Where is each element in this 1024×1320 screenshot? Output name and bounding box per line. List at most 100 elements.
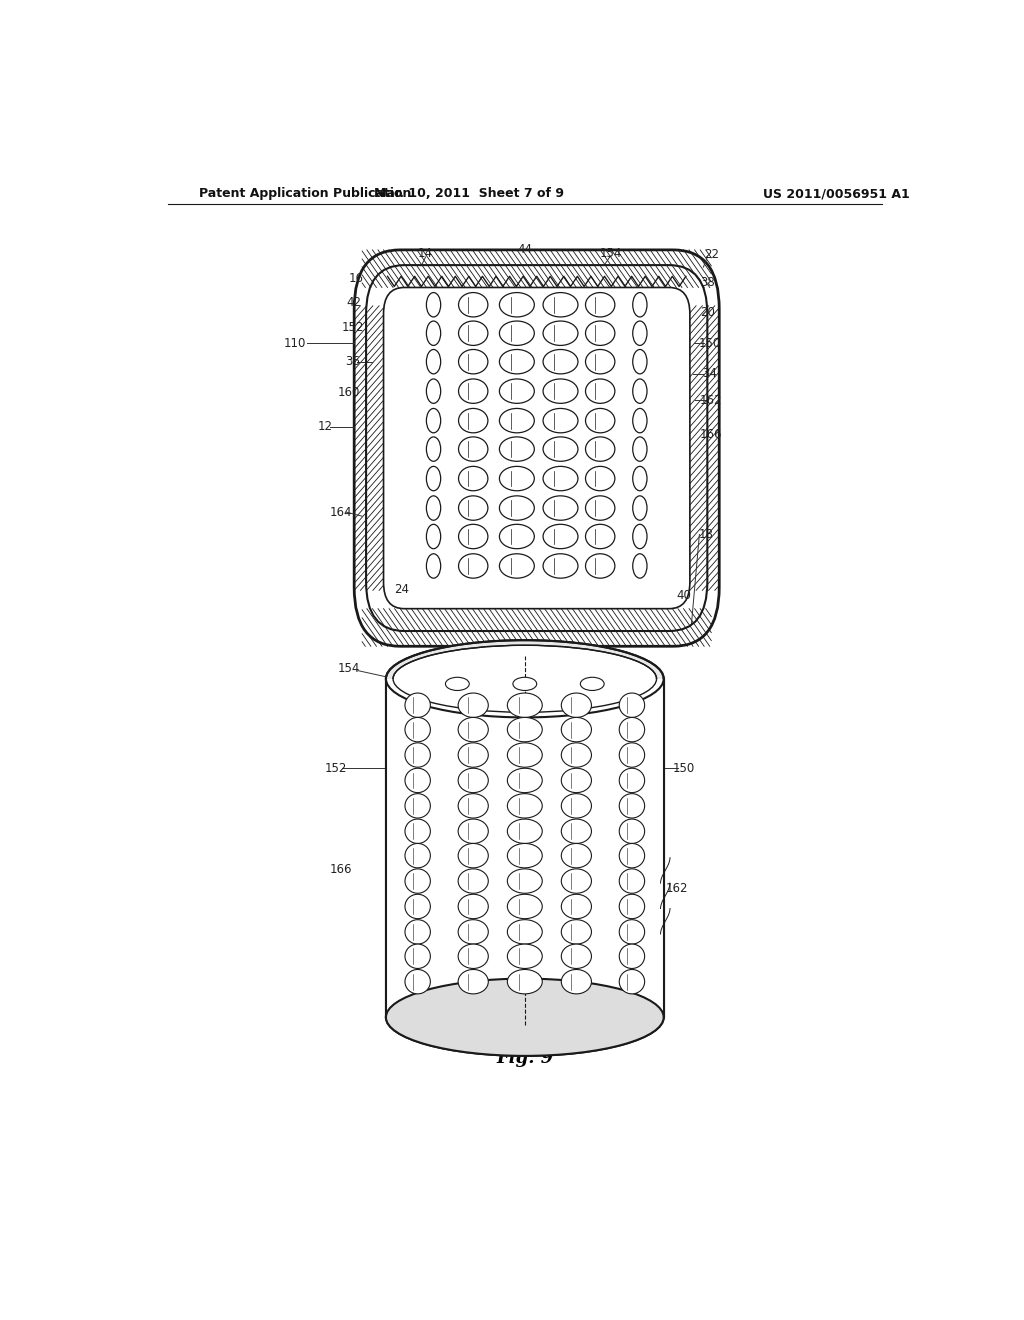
Ellipse shape [458,894,488,919]
Text: 12: 12 [317,420,333,433]
Text: Mar. 10, 2011  Sheet 7 of 9: Mar. 10, 2011 Sheet 7 of 9 [374,187,564,201]
Ellipse shape [458,743,488,767]
Ellipse shape [404,693,430,718]
Ellipse shape [500,437,535,461]
Ellipse shape [458,944,488,969]
Ellipse shape [500,321,535,346]
Ellipse shape [586,379,614,404]
Ellipse shape [561,944,592,969]
Ellipse shape [458,920,488,944]
Ellipse shape [426,350,440,374]
Ellipse shape [543,350,578,374]
Text: 150: 150 [698,337,721,350]
Text: 14: 14 [418,247,433,260]
Ellipse shape [586,466,614,491]
Ellipse shape [620,869,645,894]
Ellipse shape [458,718,488,742]
Ellipse shape [543,496,578,520]
Ellipse shape [445,677,469,690]
Ellipse shape [404,969,430,994]
Text: 154: 154 [338,663,359,675]
Ellipse shape [404,768,430,792]
Ellipse shape [426,466,440,491]
Ellipse shape [500,350,535,374]
Text: US 2011/0056951 A1: US 2011/0056951 A1 [763,187,909,201]
Ellipse shape [500,466,535,491]
Ellipse shape [561,894,592,919]
Ellipse shape [543,379,578,404]
Ellipse shape [386,978,664,1056]
Ellipse shape [633,350,647,374]
Bar [386,678,664,1018]
Ellipse shape [620,718,645,742]
Ellipse shape [500,293,535,317]
Ellipse shape [633,379,647,404]
Text: 152: 152 [325,762,347,775]
Ellipse shape [586,293,614,317]
Ellipse shape [426,437,440,461]
Ellipse shape [620,818,645,843]
Ellipse shape [404,894,430,919]
Ellipse shape [393,645,656,713]
Ellipse shape [633,437,647,461]
Text: 166: 166 [330,863,352,876]
Ellipse shape [633,554,647,578]
Text: 156: 156 [633,663,655,675]
Text: 24: 24 [394,583,410,595]
Ellipse shape [459,496,487,520]
Ellipse shape [561,869,592,894]
Bar [386,678,664,1018]
Ellipse shape [507,818,543,843]
Ellipse shape [500,496,535,520]
Ellipse shape [459,437,487,461]
Ellipse shape [543,408,578,433]
Ellipse shape [586,554,614,578]
Ellipse shape [633,524,647,549]
Ellipse shape [459,554,487,578]
Ellipse shape [633,293,647,317]
Ellipse shape [620,743,645,767]
Ellipse shape [561,718,592,742]
Ellipse shape [586,321,614,346]
Text: 164: 164 [591,648,613,661]
Ellipse shape [426,408,440,433]
Text: Fig. 8: Fig. 8 [497,649,553,668]
Text: 162: 162 [666,882,688,895]
Ellipse shape [586,524,614,549]
Ellipse shape [513,677,537,690]
Ellipse shape [507,944,543,969]
Ellipse shape [561,843,592,867]
Text: 18: 18 [698,528,713,541]
Ellipse shape [561,793,592,818]
Ellipse shape [500,379,535,404]
Ellipse shape [543,466,578,491]
Ellipse shape [459,524,487,549]
Ellipse shape [500,524,535,549]
Ellipse shape [633,321,647,346]
Ellipse shape [386,640,664,718]
Ellipse shape [404,920,430,944]
Ellipse shape [507,693,543,718]
Text: 36: 36 [345,355,360,368]
Text: Fig. 9: Fig. 9 [497,1049,553,1067]
Ellipse shape [404,718,430,742]
Ellipse shape [620,969,645,994]
Ellipse shape [543,293,578,317]
Ellipse shape [620,793,645,818]
Ellipse shape [507,743,543,767]
Ellipse shape [458,693,488,718]
Ellipse shape [620,920,645,944]
Ellipse shape [507,920,543,944]
Ellipse shape [507,969,543,994]
Ellipse shape [458,969,488,994]
Text: 44: 44 [517,243,532,256]
Ellipse shape [543,524,578,549]
Text: 162: 162 [700,393,723,407]
Ellipse shape [459,293,487,317]
Ellipse shape [586,496,614,520]
Ellipse shape [404,793,430,818]
Text: 150: 150 [673,762,694,775]
Text: 38: 38 [700,276,715,289]
Text: 34: 34 [702,367,717,380]
Ellipse shape [561,969,592,994]
